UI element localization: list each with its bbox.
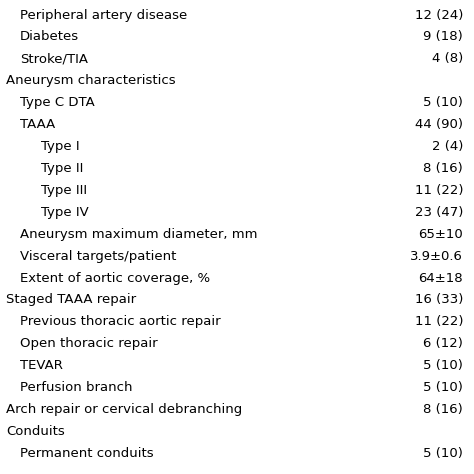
- Text: Visceral targets/patient: Visceral targets/patient: [20, 250, 177, 263]
- Text: Perfusion branch: Perfusion branch: [20, 381, 133, 394]
- Text: Permanent conduits: Permanent conduits: [20, 447, 154, 460]
- Text: Conduits: Conduits: [6, 425, 65, 438]
- Text: 11 (22): 11 (22): [415, 184, 463, 197]
- Text: 44 (90): 44 (90): [415, 118, 463, 131]
- Text: 2 (4): 2 (4): [432, 140, 463, 153]
- Text: 5 (10): 5 (10): [423, 447, 463, 460]
- Text: 3.9±0.6: 3.9±0.6: [410, 250, 463, 263]
- Text: 11 (22): 11 (22): [415, 315, 463, 328]
- Text: Staged TAAA repair: Staged TAAA repair: [6, 293, 136, 307]
- Text: Type IV: Type IV: [41, 206, 89, 219]
- Text: Open thoracic repair: Open thoracic repair: [20, 337, 158, 350]
- Text: Extent of aortic coverage, %: Extent of aortic coverage, %: [20, 272, 210, 284]
- Text: 5 (10): 5 (10): [423, 96, 463, 109]
- Text: 23 (47): 23 (47): [415, 206, 463, 219]
- Text: Type III: Type III: [41, 184, 88, 197]
- Text: Peripheral artery disease: Peripheral artery disease: [20, 9, 188, 21]
- Text: 65±10: 65±10: [419, 228, 463, 241]
- Text: 9 (18): 9 (18): [423, 30, 463, 44]
- Text: 12 (24): 12 (24): [415, 9, 463, 21]
- Text: 8 (16): 8 (16): [423, 162, 463, 175]
- Text: Type I: Type I: [41, 140, 80, 153]
- Text: Aneurysm maximum diameter, mm: Aneurysm maximum diameter, mm: [20, 228, 258, 241]
- Text: 5 (10): 5 (10): [423, 381, 463, 394]
- Text: 4 (8): 4 (8): [432, 52, 463, 65]
- Text: Stroke/TIA: Stroke/TIA: [20, 52, 88, 65]
- Text: TAAA: TAAA: [20, 118, 55, 131]
- Text: 16 (33): 16 (33): [415, 293, 463, 307]
- Text: Diabetes: Diabetes: [20, 30, 79, 44]
- Text: 6 (12): 6 (12): [423, 337, 463, 350]
- Text: 64±18: 64±18: [419, 272, 463, 284]
- Text: Arch repair or cervical debranching: Arch repair or cervical debranching: [6, 403, 242, 416]
- Text: 5 (10): 5 (10): [423, 359, 463, 372]
- Text: 8 (16): 8 (16): [423, 403, 463, 416]
- Text: Aneurysm characteristics: Aneurysm characteristics: [6, 74, 176, 87]
- Text: Previous thoracic aortic repair: Previous thoracic aortic repair: [20, 315, 221, 328]
- Text: Type C DTA: Type C DTA: [20, 96, 95, 109]
- Text: Type II: Type II: [41, 162, 84, 175]
- Text: TEVAR: TEVAR: [20, 359, 63, 372]
